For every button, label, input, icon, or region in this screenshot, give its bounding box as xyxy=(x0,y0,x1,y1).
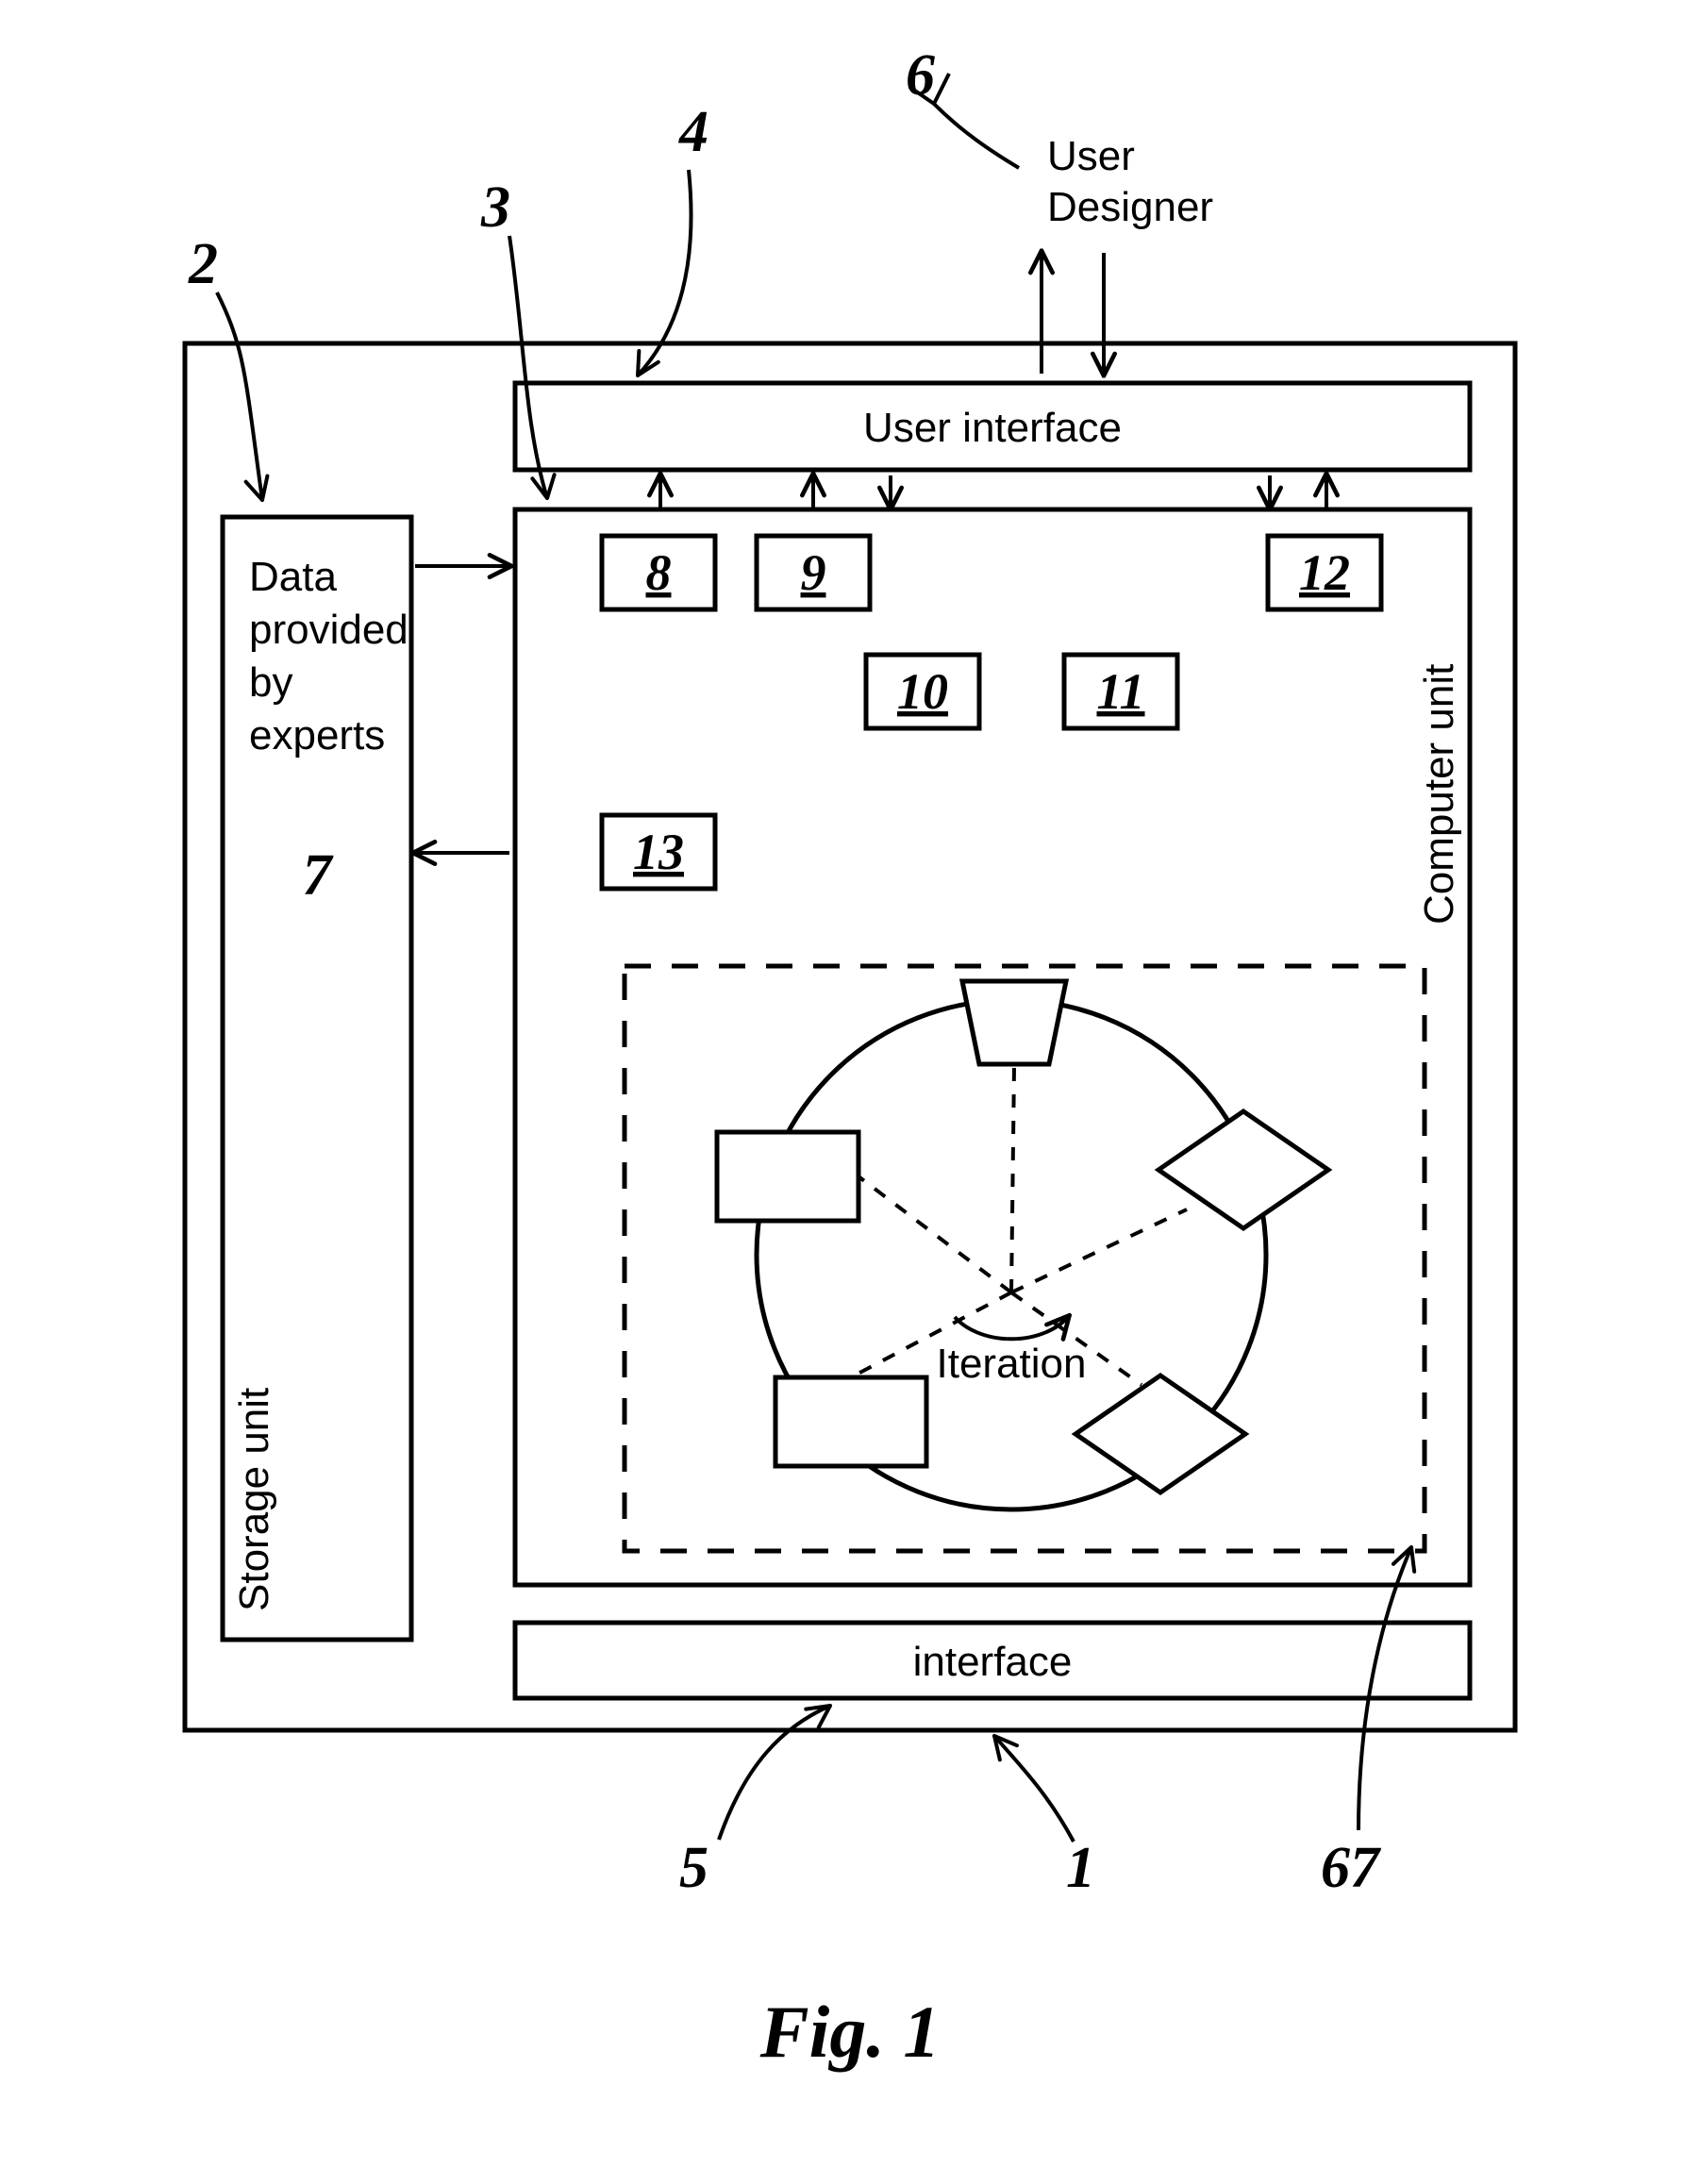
module-label-10: 10 xyxy=(897,663,948,720)
ref-1: 1 xyxy=(1066,1836,1095,1900)
svg-text:by: by xyxy=(249,659,292,706)
computer-unit-label: Computer unit xyxy=(1416,664,1462,925)
user-interface-label: User interface xyxy=(863,405,1122,451)
user-label: User xyxy=(1047,133,1135,179)
svg-text:experts: experts xyxy=(249,712,385,759)
storage-text: Data xyxy=(249,554,337,600)
storage-unit-label: Storage unit xyxy=(231,1388,277,1611)
node-rect-bottom-left xyxy=(775,1377,926,1466)
svg-text:provided: provided xyxy=(249,607,408,653)
ref-7: 7 xyxy=(303,843,335,908)
node-rect-left xyxy=(717,1132,858,1221)
figure-caption: Fig. 1 xyxy=(759,1991,941,2073)
module-label-12: 12 xyxy=(1299,544,1350,601)
iteration-label: Iteration xyxy=(937,1341,1087,1387)
ref-6: 6 xyxy=(906,43,935,108)
module-label-8: 8 xyxy=(646,544,672,601)
module-label-9: 9 xyxy=(801,544,826,601)
canvas xyxy=(0,0,1700,2184)
ref-4: 4 xyxy=(678,100,708,164)
module-label-13: 13 xyxy=(633,824,684,880)
designer-label: Designer xyxy=(1047,184,1213,230)
ref-5: 5 xyxy=(679,1836,708,1900)
module-label-11: 11 xyxy=(1096,663,1144,720)
ref-2: 2 xyxy=(188,232,218,296)
node-trapezoid xyxy=(962,981,1066,1064)
ref-67: 67 xyxy=(1321,1836,1382,1900)
ref-3: 3 xyxy=(480,175,510,240)
interface-label: interface xyxy=(913,1639,1073,1685)
